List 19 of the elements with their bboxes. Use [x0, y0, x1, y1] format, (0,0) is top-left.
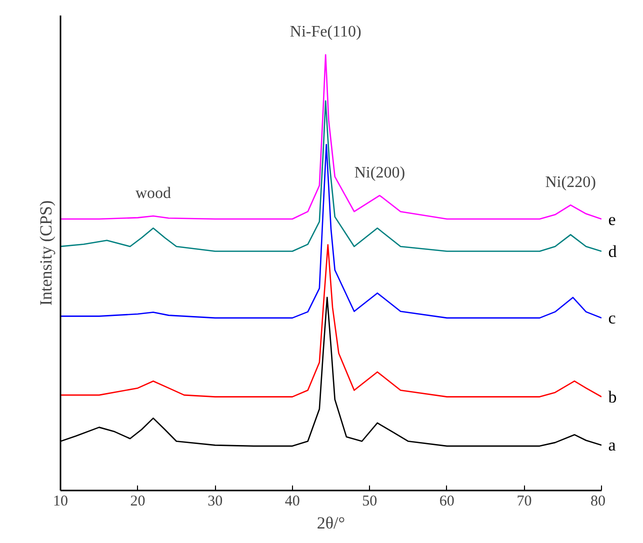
series-label: e	[608, 210, 616, 230]
x-tick-label: 50	[362, 494, 378, 510]
annotation: wood	[135, 184, 172, 202]
y-axis-title: Intensity (CPS)	[36, 200, 56, 306]
x-axis-title: 2θ/°	[316, 514, 346, 532]
series-label: a	[608, 436, 616, 455]
series-label: b	[608, 387, 617, 406]
x-tick-label: 10	[53, 494, 68, 510]
annotation: Ni(200)	[354, 164, 406, 182]
x-tick-label: 70	[516, 494, 532, 510]
x-tick-label: 40	[284, 494, 300, 510]
x-tick-label: 60	[439, 494, 454, 510]
x-tick-label: 80	[590, 494, 606, 510]
series-label: d	[608, 242, 618, 261]
annotation: Ni(220)	[545, 174, 596, 192]
annotation: Ni-Fe(110)	[290, 24, 362, 41]
x-tick-label: 30	[208, 494, 223, 510]
series-label: c	[608, 308, 616, 328]
x-tick-label: 20	[130, 494, 146, 510]
